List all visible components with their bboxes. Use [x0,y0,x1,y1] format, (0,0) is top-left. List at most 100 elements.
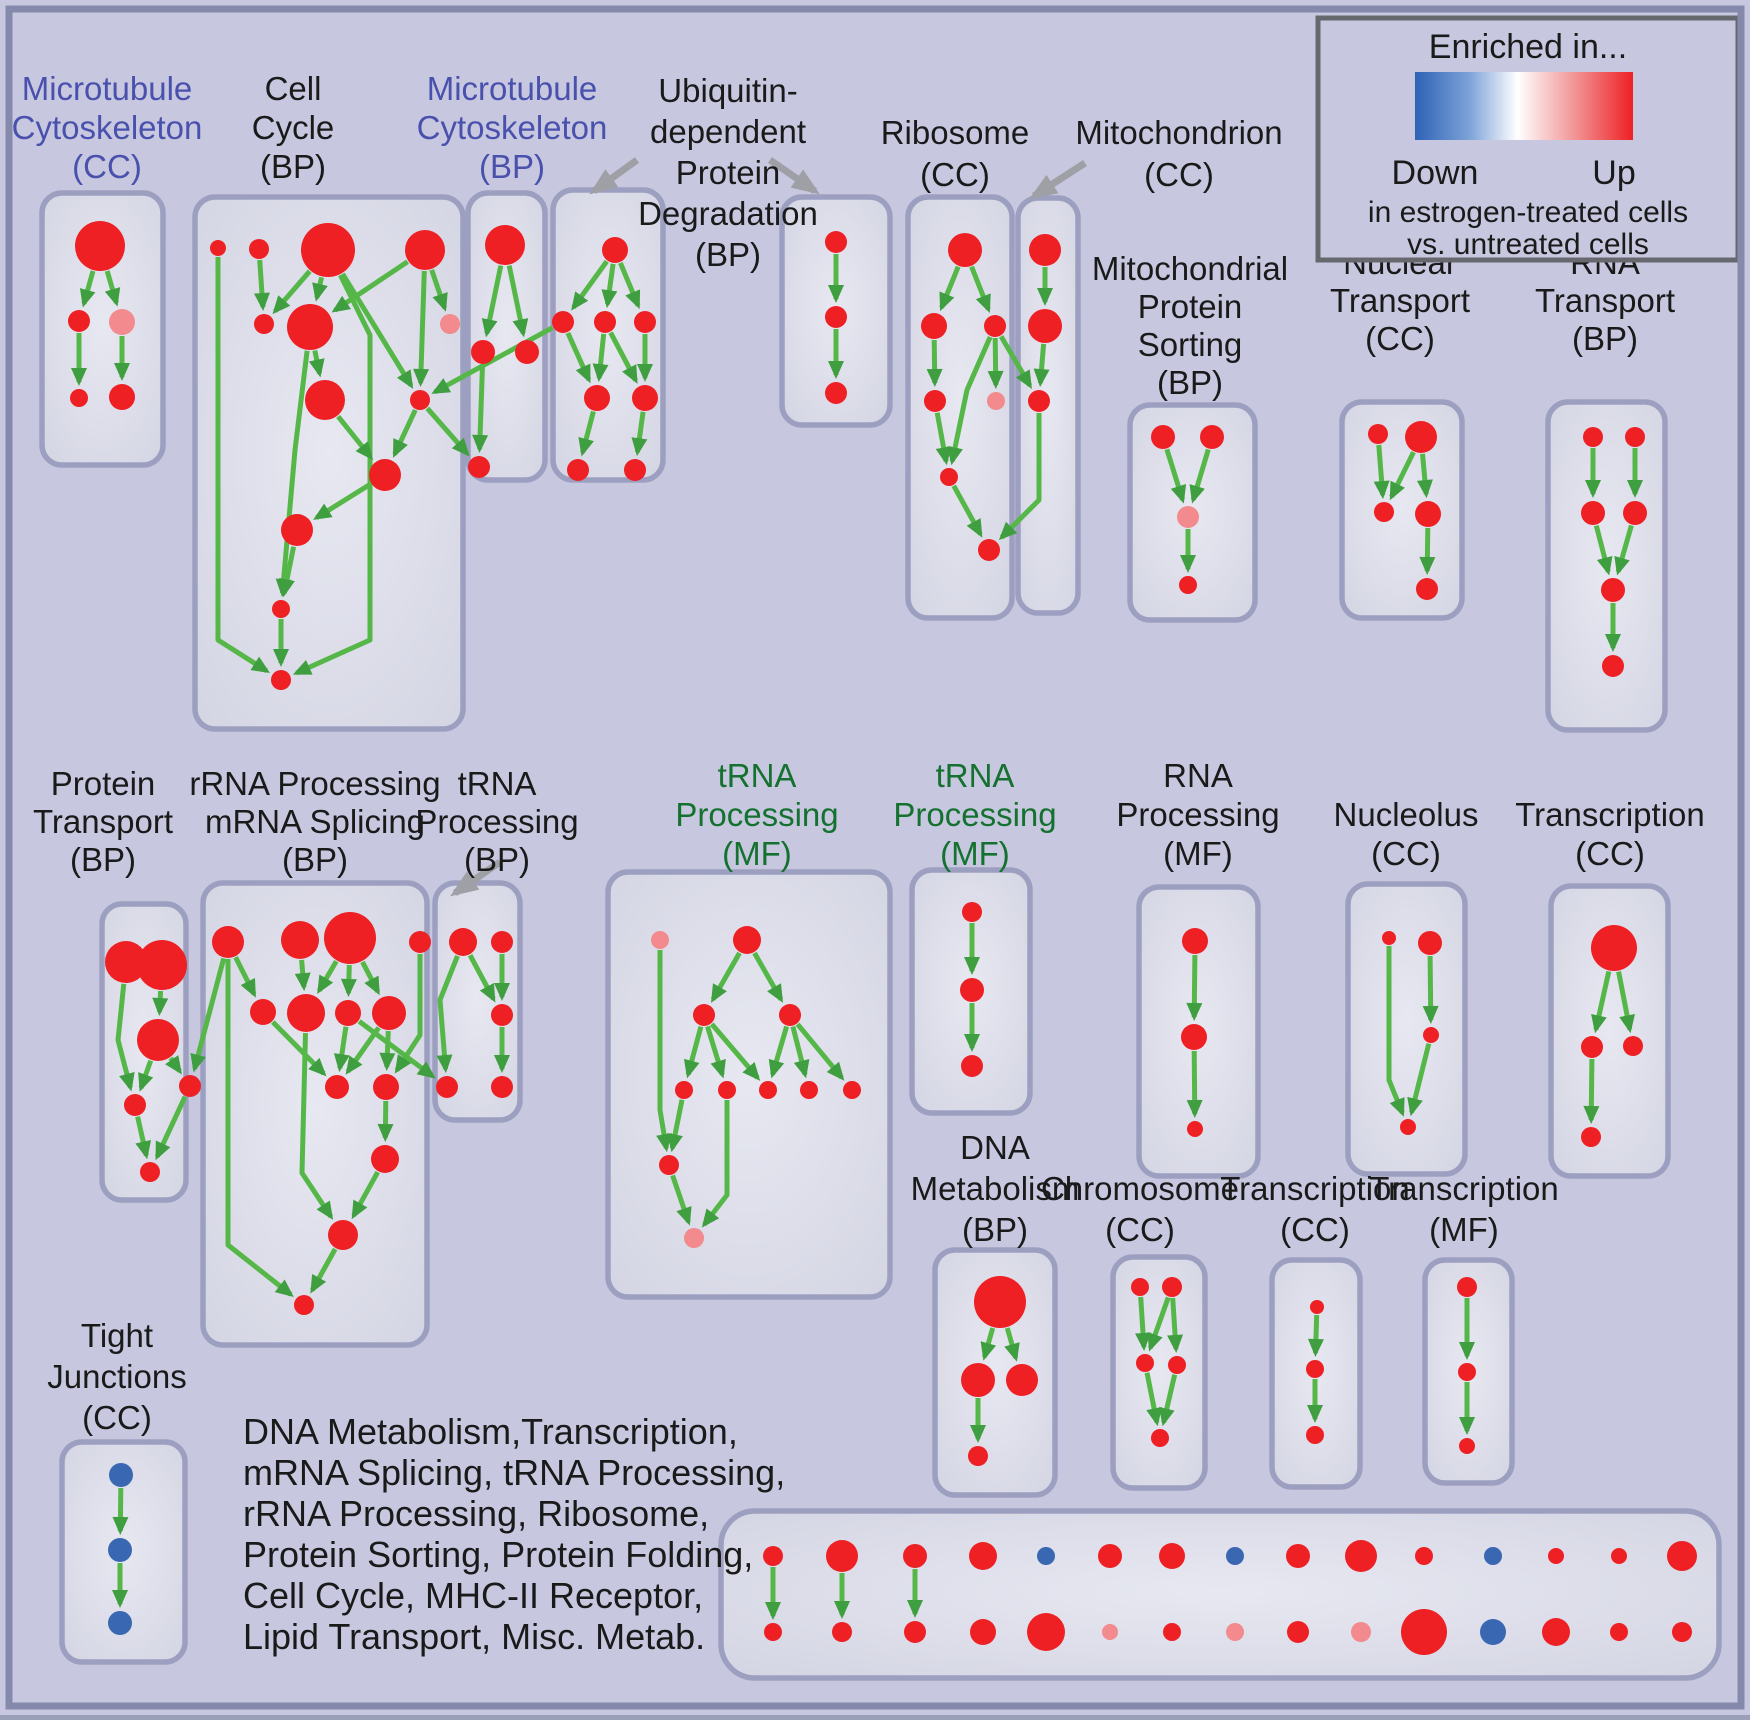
go-term-node-n3 [1374,502,1394,522]
go-term-node-b11t [1415,1547,1433,1565]
go-term-node-b3b [904,1621,926,1643]
go-term-node-m4 [70,389,88,407]
edge-p2-p3 [152,990,169,1016]
edge-k2-k4 [1167,1297,1184,1353]
go-term-node-j3 [108,1611,132,1635]
go-term-node-d2 [961,1363,995,1397]
go-term-node-n5 [1416,578,1438,600]
edge-d1-d2 [980,1327,997,1361]
go-term-node-o2 [1458,1363,1476,1381]
go-term-node-o3 [1459,1438,1475,1454]
go-term-node-k1 [1131,1278,1149,1296]
label-ubiquitin-degradation-bp-1-line1: Ubiquitin- [658,72,797,109]
edge-f9-f10 [670,1174,692,1226]
label-microtubule-cytoskeleton-bp-line2: Cytoskeleton [417,109,608,146]
go-term-node-b10b [1351,1622,1371,1642]
summary-text-line5: Cell Cycle, MHC-II Receptor, [243,1575,703,1616]
go-term-node-b11b [1401,1609,1447,1655]
edge-c10-c11 [313,481,372,520]
go-term-node-c2 [249,239,269,259]
cluster-box-mixed-terms [718,1508,1722,1681]
go-term-node-z2 [1306,1360,1324,1378]
label-cell-cycle-bp-line2: Cycle [252,109,335,146]
edge-g3-g8 [360,960,381,996]
edge-y1-y3 [1616,971,1635,1034]
edge-r3-r6 [947,335,993,466]
label-rna-processing-mf-line1: RNA [1163,757,1233,794]
go-term-node-g7 [335,1000,361,1026]
label-dna-metabolism-bp-line3: (BP) [962,1211,1028,1248]
label-rna-transport-bp-line2: Transport [1535,282,1675,319]
cluster-box-rrna-processing-mrna-splicing-bp [200,880,430,1348]
go-term-node-y2 [1581,1036,1603,1058]
label-protein-transport-bp-line2: Transport [33,803,173,840]
label-transcription-mf-line1: Transcription [1369,1170,1559,1207]
edge-u1-u2b [601,263,618,309]
edge-c9-c10 [392,408,418,458]
edge-g1-g5 [233,956,257,998]
go-term-node-b6b [1102,1624,1118,1640]
go-term-node-u4b [624,459,646,481]
edge-u1-u2c [618,261,641,310]
edge-k4-k5 [1158,1374,1178,1427]
edge-t2-t3 [1033,343,1050,388]
edge-h1-h4 [436,954,460,1074]
edge-y1-y2 [1591,970,1612,1034]
edge-k2-k3 [1147,1296,1171,1352]
go-term-node-e1 [962,902,982,922]
edge-u3b-u4b [631,411,648,457]
go-term-node-v3 [825,382,847,404]
go-term-node-p3 [137,1019,179,1061]
go-term-node-z1 [1310,1300,1324,1314]
edge-w1-w2 [1186,954,1203,1021]
edge-u1-u2a [571,259,609,311]
go-term-node-c4 [405,230,445,270]
edge-g12-g13 [310,1247,338,1294]
go-term-node-r7 [978,539,1000,561]
go-term-node-r2 [921,313,947,339]
label-rna-processing-mf-line3: (MF) [1163,835,1233,872]
go-term-node-s2 [1200,425,1224,449]
label-dna-metabolism-bp-line2: Metabolism [911,1170,1080,1207]
edge-n4-n5 [1419,527,1436,575]
go-term-node-q3 [1581,501,1605,525]
go-term-node-f4 [675,1081,693,1099]
label-mitochondrial-protein-sorting-bp-line3: Sorting [1138,326,1243,363]
go-term-node-p5 [179,1075,201,1097]
go-term-node-j2 [108,1538,132,1562]
go-term-node-a2 [471,340,495,364]
edge-u2a-u3a [565,331,592,384]
go-term-node-k2 [1162,1277,1182,1297]
go-term-node-g10 [373,1074,399,1100]
go-term-node-c9 [410,390,430,410]
go-term-node-b13b [1542,1618,1570,1646]
go-term-node-w1 [1182,928,1208,954]
go-term-node-e3 [961,1055,983,1077]
edge-z1-z2 [1307,1314,1324,1357]
label-cell-cycle-bp-line3: (BP) [260,148,326,185]
go-term-node-b3t [903,1544,927,1568]
go-term-node-f10 [684,1228,704,1248]
edge-c6-c12 [275,350,310,598]
summary-text-line4: Protein Sorting, Protein Folding, [243,1534,753,1575]
edge-f3-f7 [790,1025,810,1079]
go-term-node-b4t [969,1542,997,1570]
go-term-node-h4 [436,1076,458,1098]
go-term-node-b2t [826,1540,858,1572]
label-trna-processing-mf-2-line2: Processing [893,796,1056,833]
go-term-node-b12t [1484,1547,1502,1565]
edge-n2-n3 [1389,451,1416,501]
go-term-node-s3 [1177,506,1199,528]
label-nucleolus-cc-line2: (CC) [1371,835,1441,872]
go-term-node-p6 [140,1162,160,1182]
go-term-node-p4 [124,1094,146,1116]
label-trna-processing-mf-2-line3: (MF) [940,835,1010,872]
edge-h1-h3 [467,954,496,1003]
label-ubiquitin-degradation-bp-1-line5: (BP) [695,236,761,273]
go-term-node-c7 [440,314,460,334]
go-term-node-h2 [491,931,513,953]
edge-g10-g11 [377,1100,394,1142]
go-term-node-q2 [1625,427,1645,447]
go-term-node-b6t [1098,1544,1122,1568]
go-term-node-j1 [109,1463,133,1487]
